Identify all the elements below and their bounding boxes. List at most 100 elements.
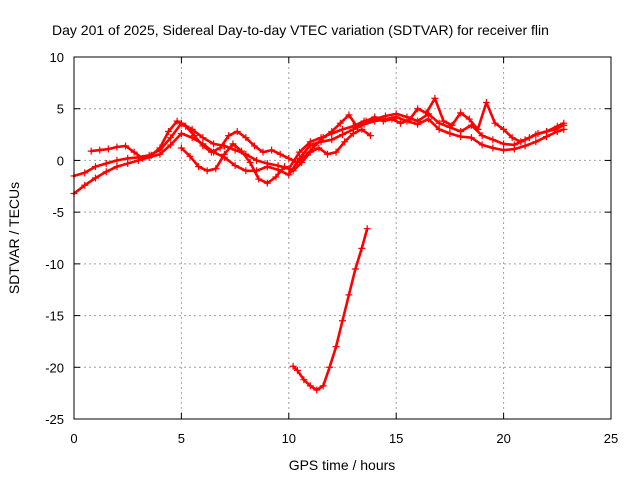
data-point	[560, 121, 568, 129]
data-point	[231, 162, 239, 170]
data-point	[323, 150, 331, 158]
data-point	[489, 144, 497, 152]
data-point	[422, 109, 430, 117]
data-point	[319, 382, 327, 390]
data-point	[431, 94, 439, 102]
data-point	[285, 154, 293, 162]
x-tick-label: 10	[282, 431, 296, 446]
data-point	[195, 163, 203, 171]
data-point	[231, 146, 239, 154]
data-point	[268, 146, 276, 154]
data-point	[500, 125, 508, 133]
data-point	[311, 142, 319, 150]
data-point	[246, 158, 254, 166]
data-point	[489, 136, 497, 144]
data-point	[392, 110, 400, 118]
data-point	[177, 144, 185, 152]
y-tick-label: -5	[52, 205, 64, 220]
data-point	[300, 376, 308, 384]
data-point	[435, 125, 443, 133]
data-point	[439, 117, 447, 125]
data-point	[274, 162, 282, 170]
x-tick-label: 5	[178, 431, 185, 446]
y-tick-label: -10	[45, 257, 64, 272]
data-point	[319, 134, 327, 142]
data-point	[255, 175, 263, 183]
data-point	[96, 146, 104, 154]
data-point	[517, 138, 525, 146]
series-2	[87, 94, 568, 166]
data-series	[70, 94, 568, 394]
data-point	[233, 127, 241, 135]
data-point	[81, 181, 89, 189]
data-point	[296, 148, 304, 156]
data-point	[500, 146, 508, 154]
data-point	[446, 130, 454, 138]
data-point	[199, 134, 207, 142]
data-point	[190, 132, 198, 140]
y-axis-label: SDTVAR / TECUs	[6, 182, 22, 294]
x-tick-label: 25	[604, 431, 618, 446]
data-point	[465, 115, 473, 123]
data-point	[467, 134, 475, 142]
data-point	[130, 148, 138, 156]
series-trace	[89, 97, 565, 164]
data-point	[91, 174, 99, 182]
data-point	[482, 99, 490, 107]
data-point	[87, 147, 95, 155]
data-point	[532, 138, 540, 146]
data-point	[339, 317, 346, 325]
gridlines	[74, 57, 611, 419]
data-point	[491, 119, 499, 127]
data-point	[272, 173, 280, 181]
data-point	[276, 150, 284, 158]
data-point	[388, 115, 396, 123]
data-point	[102, 160, 110, 168]
data-point	[113, 143, 121, 151]
data-point	[216, 144, 224, 152]
data-point	[242, 134, 250, 142]
data-point	[199, 142, 207, 150]
y-tick-label: -15	[45, 309, 64, 324]
chart-title: Day 201 of 2025, Sidereal Day-to-day VTE…	[52, 22, 549, 38]
data-point	[285, 171, 293, 179]
data-point	[306, 148, 314, 156]
data-point	[91, 163, 99, 171]
data-point	[225, 132, 233, 140]
data-point	[405, 116, 413, 124]
data-point	[508, 134, 516, 142]
data-point	[363, 225, 371, 233]
data-point	[293, 366, 301, 374]
series-4	[289, 225, 371, 394]
data-point	[500, 140, 508, 148]
series-3	[177, 125, 374, 187]
data-point	[396, 119, 404, 127]
y-tick-label: 10	[50, 50, 64, 65]
data-point	[212, 165, 220, 173]
y-tick-label: -25	[45, 412, 64, 427]
data-point	[358, 244, 366, 252]
data-point	[448, 121, 456, 129]
x-tick-label: 20	[496, 431, 510, 446]
data-point	[281, 163, 289, 171]
data-point	[345, 111, 353, 119]
y-tick-label: 0	[57, 153, 64, 168]
data-point	[263, 179, 271, 187]
data-point	[362, 117, 370, 125]
data-point	[250, 142, 258, 150]
data-point	[102, 168, 110, 176]
data-point	[263, 160, 271, 168]
data-point	[510, 141, 518, 149]
data-point	[113, 163, 121, 171]
data-point	[173, 117, 181, 125]
data-point	[474, 125, 482, 133]
data-point	[259, 148, 267, 156]
data-point	[210, 140, 218, 148]
data-point	[203, 167, 211, 175]
data-point	[358, 125, 366, 133]
data-point	[414, 105, 422, 113]
x-tick-label: 0	[70, 431, 77, 446]
data-point	[326, 363, 334, 371]
data-point	[306, 382, 314, 390]
